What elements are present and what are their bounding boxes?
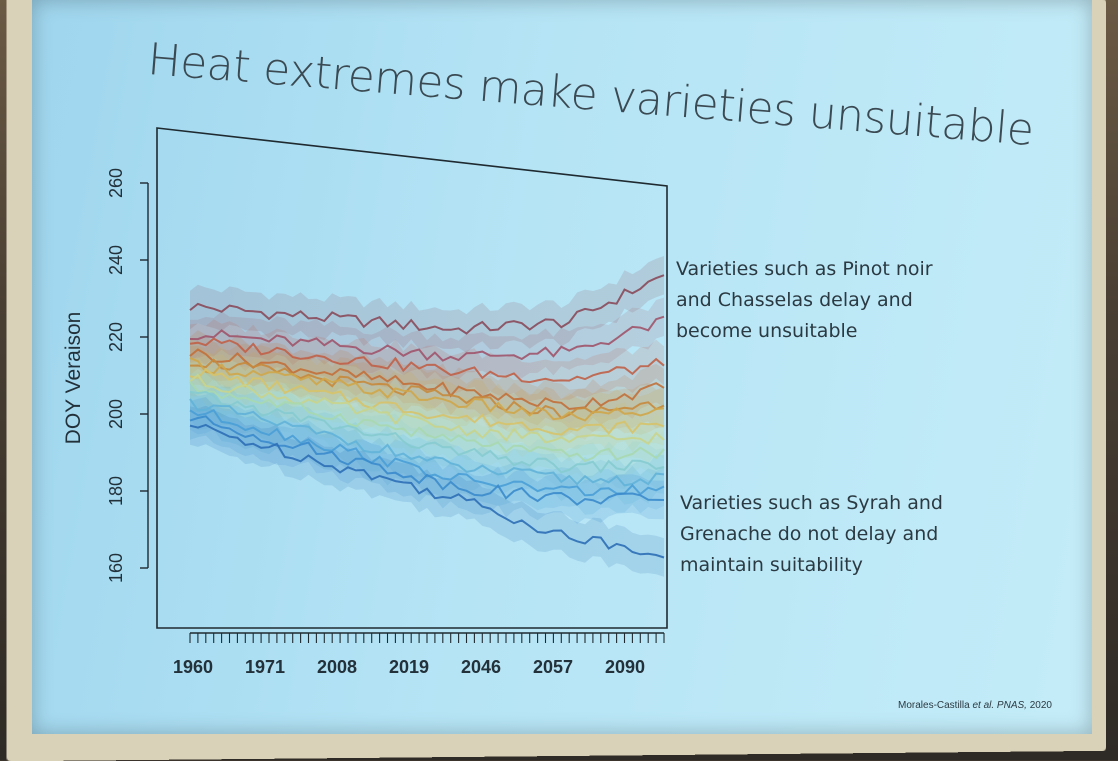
y-tick-label: 220 — [106, 322, 126, 352]
series-2-band — [190, 297, 664, 380]
series-7-line — [189, 368, 665, 436]
y-tick-label: 180 — [106, 476, 126, 506]
presentation-slide — [32, 0, 1092, 734]
annotation-late-varieties: Varieties such as Pinot noir and Chassel… — [676, 254, 976, 347]
plot-frame — [156, 127, 668, 629]
x-tick-label: 2046 — [461, 657, 501, 677]
series-10-line — [189, 390, 665, 474]
annotation-early-varieties: Varieties such as Syrah and Grenache do … — [680, 488, 980, 581]
series-12-band — [190, 391, 664, 515]
annotation-bottom-line-3: maintain suitability — [680, 554, 863, 576]
series-14-band — [190, 405, 664, 577]
annotation-bottom-line-1: Varieties such as Syrah and — [680, 492, 943, 514]
series-2-line — [189, 315, 665, 362]
series-lines — [189, 274, 665, 559]
series-13-line — [189, 415, 665, 506]
series-5-line — [189, 358, 665, 420]
series-8-band — [190, 355, 664, 463]
y-axis-label: DOY Veraison — [62, 312, 85, 445]
series-1-band — [190, 256, 664, 353]
series-1-line — [189, 274, 665, 335]
series-3-line — [189, 337, 665, 384]
citation-authors: Morales-Castilla — [898, 700, 973, 711]
x-tick-label: 1960 — [173, 657, 213, 677]
x-tick-label: 2008 — [317, 657, 357, 677]
x-tick-label: 2019 — [389, 657, 429, 677]
citation-year: 2020 — [1026, 700, 1052, 711]
series-6-line — [189, 357, 665, 422]
annotation-bottom-line-2: Grenache do not delay and — [680, 523, 939, 545]
series-10-band — [190, 372, 664, 492]
series-8-line — [189, 373, 665, 446]
annotation-top-line-1: Varieties such as Pinot noir — [676, 258, 933, 280]
y-tick-label: 200 — [106, 399, 126, 429]
x-tick-label: 2090 — [605, 657, 645, 677]
y-axis: 160 180 200 220 240 260 — [106, 168, 149, 583]
series-14-line — [189, 423, 665, 559]
series-4-band — [190, 330, 664, 429]
y-tick-label: 240 — [106, 245, 126, 275]
y-tick-label: 260 — [106, 168, 126, 198]
annotation-top-line-3: become unsuitable — [676, 320, 858, 342]
citation: Morales-Castilla et al. PNAS, 2020 — [898, 700, 1052, 711]
y-tick-label: 160 — [106, 553, 126, 583]
x-tick-label: 1971 — [245, 657, 285, 677]
series-9-line — [189, 381, 665, 463]
x-tick-label: 2057 — [533, 657, 573, 677]
annotation-top-line-2: and Chasselas delay and — [676, 289, 913, 311]
x-axis: 1960 1971 2008 2019 2046 2057 2090 — [173, 632, 665, 677]
series-11-line — [189, 398, 665, 487]
citation-etal: et al. PNAS, — [972, 700, 1027, 711]
